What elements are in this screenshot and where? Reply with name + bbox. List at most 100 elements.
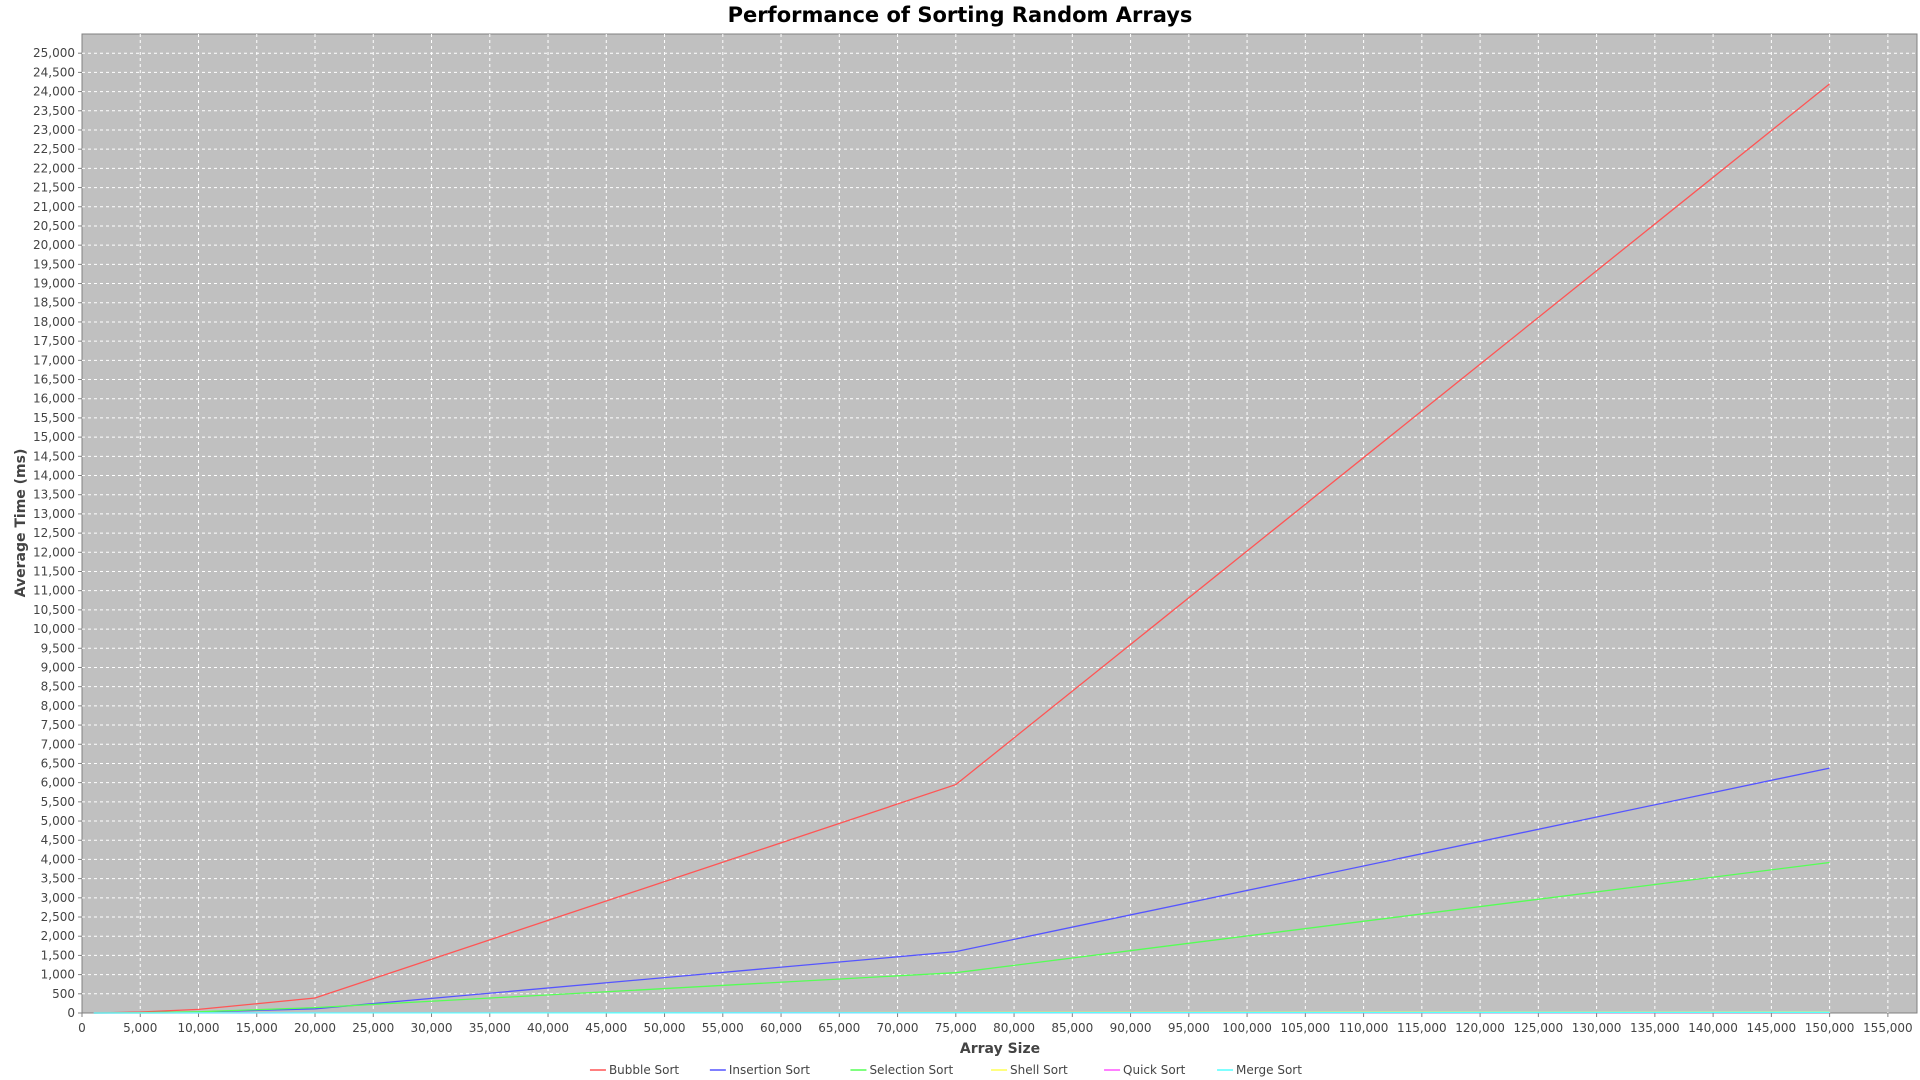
y-tick-label: 1,000	[41, 968, 75, 982]
x-tick-label: 25,000	[352, 1021, 394, 1035]
y-tick-label: 21,000	[33, 200, 75, 214]
y-tick-label: 22,500	[33, 142, 75, 156]
x-tick-label: 85,000	[1051, 1021, 1093, 1035]
y-tick-label: 24,500	[33, 65, 75, 79]
y-tick-label: 23,500	[33, 104, 75, 118]
y-tick-label: 3,000	[41, 891, 75, 905]
y-tick-label: 15,000	[33, 430, 75, 444]
x-tick-label: 115,000	[1397, 1021, 1447, 1035]
x-tick-label: 95,000	[1168, 1021, 1210, 1035]
x-tick-label: 105,000	[1281, 1021, 1331, 1035]
y-tick-label: 19,000	[33, 277, 75, 291]
legend: Bubble Sort Insertion Sort Selection Sort S…	[589, 1063, 1302, 1077]
x-tick-label: 140,000	[1688, 1021, 1738, 1035]
y-tick-label: 14,000	[33, 469, 75, 483]
y-tick-label: 22,000	[33, 161, 75, 175]
y-tick-label: 18,000	[33, 315, 75, 329]
y-tick-label: 10,000	[33, 622, 75, 636]
y-tick-label: 5,000	[41, 814, 75, 828]
y-tick-label: 20,000	[33, 238, 75, 252]
y-tick-label: 16,500	[33, 373, 75, 387]
y-tick-label: 23,000	[33, 123, 75, 137]
y-tick-label: 6,500	[41, 756, 75, 770]
y-axis-label: Average Time (ms)	[13, 449, 29, 598]
x-tick-label: 50,000	[644, 1021, 686, 1035]
x-axis: 0 5,000 10,000 15,000 20,000 25,000 30,000 35,0…	[78, 1013, 1913, 1035]
x-tick-label: 120,000	[1455, 1021, 1505, 1035]
y-tick-label: 5,500	[41, 795, 75, 809]
y-tick-label: 20,500	[33, 219, 75, 233]
y-tick-label: 3,500	[41, 872, 75, 886]
grid-lines	[82, 34, 1917, 1013]
x-tick-label: 5,000	[123, 1021, 157, 1035]
y-tick-label: 15,500	[33, 411, 75, 425]
x-tick-label: 75,000	[935, 1021, 977, 1035]
y-tick-label: 7,000	[41, 737, 75, 751]
y-tick-label: 7,500	[41, 718, 75, 732]
y-tick-label: 14,500	[33, 449, 75, 463]
x-tick-label: 30,000	[411, 1021, 453, 1035]
y-tick-label: 2,500	[41, 910, 75, 924]
y-tick-label: 1,500	[41, 948, 75, 962]
plot-area	[81, 33, 1918, 1014]
x-axis-label: Array Size	[960, 1041, 1040, 1057]
y-tick-label: 24,000	[33, 85, 75, 99]
y-tick-label: 8,000	[41, 699, 75, 713]
legend-label-shell-sort: Shell Sort	[1010, 1063, 1068, 1077]
y-tick-label: 4,500	[41, 833, 75, 847]
y-tick-label: 9,500	[41, 641, 75, 655]
y-tick-label: 21,500	[33, 181, 75, 195]
y-tick-label: 11,000	[33, 584, 75, 598]
y-tick-label: 13,000	[33, 507, 75, 521]
y-tick-label: 16,000	[33, 392, 75, 406]
x-tick-label: 80,000	[993, 1021, 1035, 1035]
series-lines	[93, 83, 1831, 1014]
x-tick-label: 135,000	[1630, 1021, 1680, 1035]
x-tick-label: 110,000	[1339, 1021, 1389, 1035]
x-tick-label: 145,000	[1747, 1021, 1797, 1035]
x-tick-label: 15,000	[236, 1021, 278, 1035]
legend-label-bubble-sort: Bubble Sort	[609, 1063, 679, 1077]
y-tick-label: 25,000	[33, 46, 75, 60]
x-tick-label: 0	[78, 1021, 86, 1035]
x-tick-label: 60,000	[760, 1021, 802, 1035]
y-tick-label: 9,000	[41, 660, 75, 674]
chart-title: Performance of Sorting Random Arrays	[728, 3, 1193, 27]
y-tick-label: 11,500	[33, 564, 75, 578]
x-tick-label: 20,000	[294, 1021, 336, 1035]
x-tick-label: 100,000	[1222, 1021, 1272, 1035]
x-tick-label: 55,000	[702, 1021, 744, 1035]
y-tick-label: 8,500	[41, 680, 75, 694]
y-axis: 0 500 1,000 1,500 2,000 2,500 3,000 3,500 4,000 4…	[33, 46, 82, 1020]
x-tick-label: 70,000	[877, 1021, 919, 1035]
y-tick-label: 12,000	[33, 545, 75, 559]
y-tick-label: 500	[52, 987, 75, 1001]
series-line-merge-sort	[93, 1011, 1830, 1014]
y-tick-label: 4,000	[41, 852, 75, 866]
x-tick-label: 155,000	[1863, 1021, 1913, 1035]
y-tick-label: 13,500	[33, 488, 75, 502]
y-tick-label: 10,500	[33, 603, 75, 617]
y-tick-label: 2,000	[41, 929, 75, 943]
y-tick-label: 19,500	[33, 257, 75, 271]
y-tick-label: 6,000	[41, 776, 75, 790]
y-tick-label: 0	[67, 1006, 75, 1020]
y-tick-label: 17,000	[33, 353, 75, 367]
x-tick-label: 90,000	[1110, 1021, 1152, 1035]
legend-label-selection-sort: Selection Sort	[869, 1063, 953, 1077]
x-tick-label: 45,000	[585, 1021, 627, 1035]
legend-label-insertion-sort: Insertion Sort	[729, 1063, 810, 1077]
legend-label-quick-sort: Quick Sort	[1123, 1063, 1186, 1077]
x-tick-label: 10,000	[178, 1021, 220, 1035]
x-tick-label: 40,000	[527, 1021, 569, 1035]
y-tick-label: 12,500	[33, 526, 75, 540]
y-tick-label: 17,500	[33, 334, 75, 348]
x-tick-label: 65,000	[818, 1021, 860, 1035]
legend-label-merge-sort: Merge Sort	[1236, 1063, 1302, 1077]
x-tick-label: 150,000	[1805, 1021, 1855, 1035]
x-tick-label: 130,000	[1572, 1021, 1622, 1035]
x-tick-label: 35,000	[469, 1021, 511, 1035]
x-tick-label: 125,000	[1514, 1021, 1564, 1035]
y-tick-label: 18,500	[33, 296, 75, 310]
